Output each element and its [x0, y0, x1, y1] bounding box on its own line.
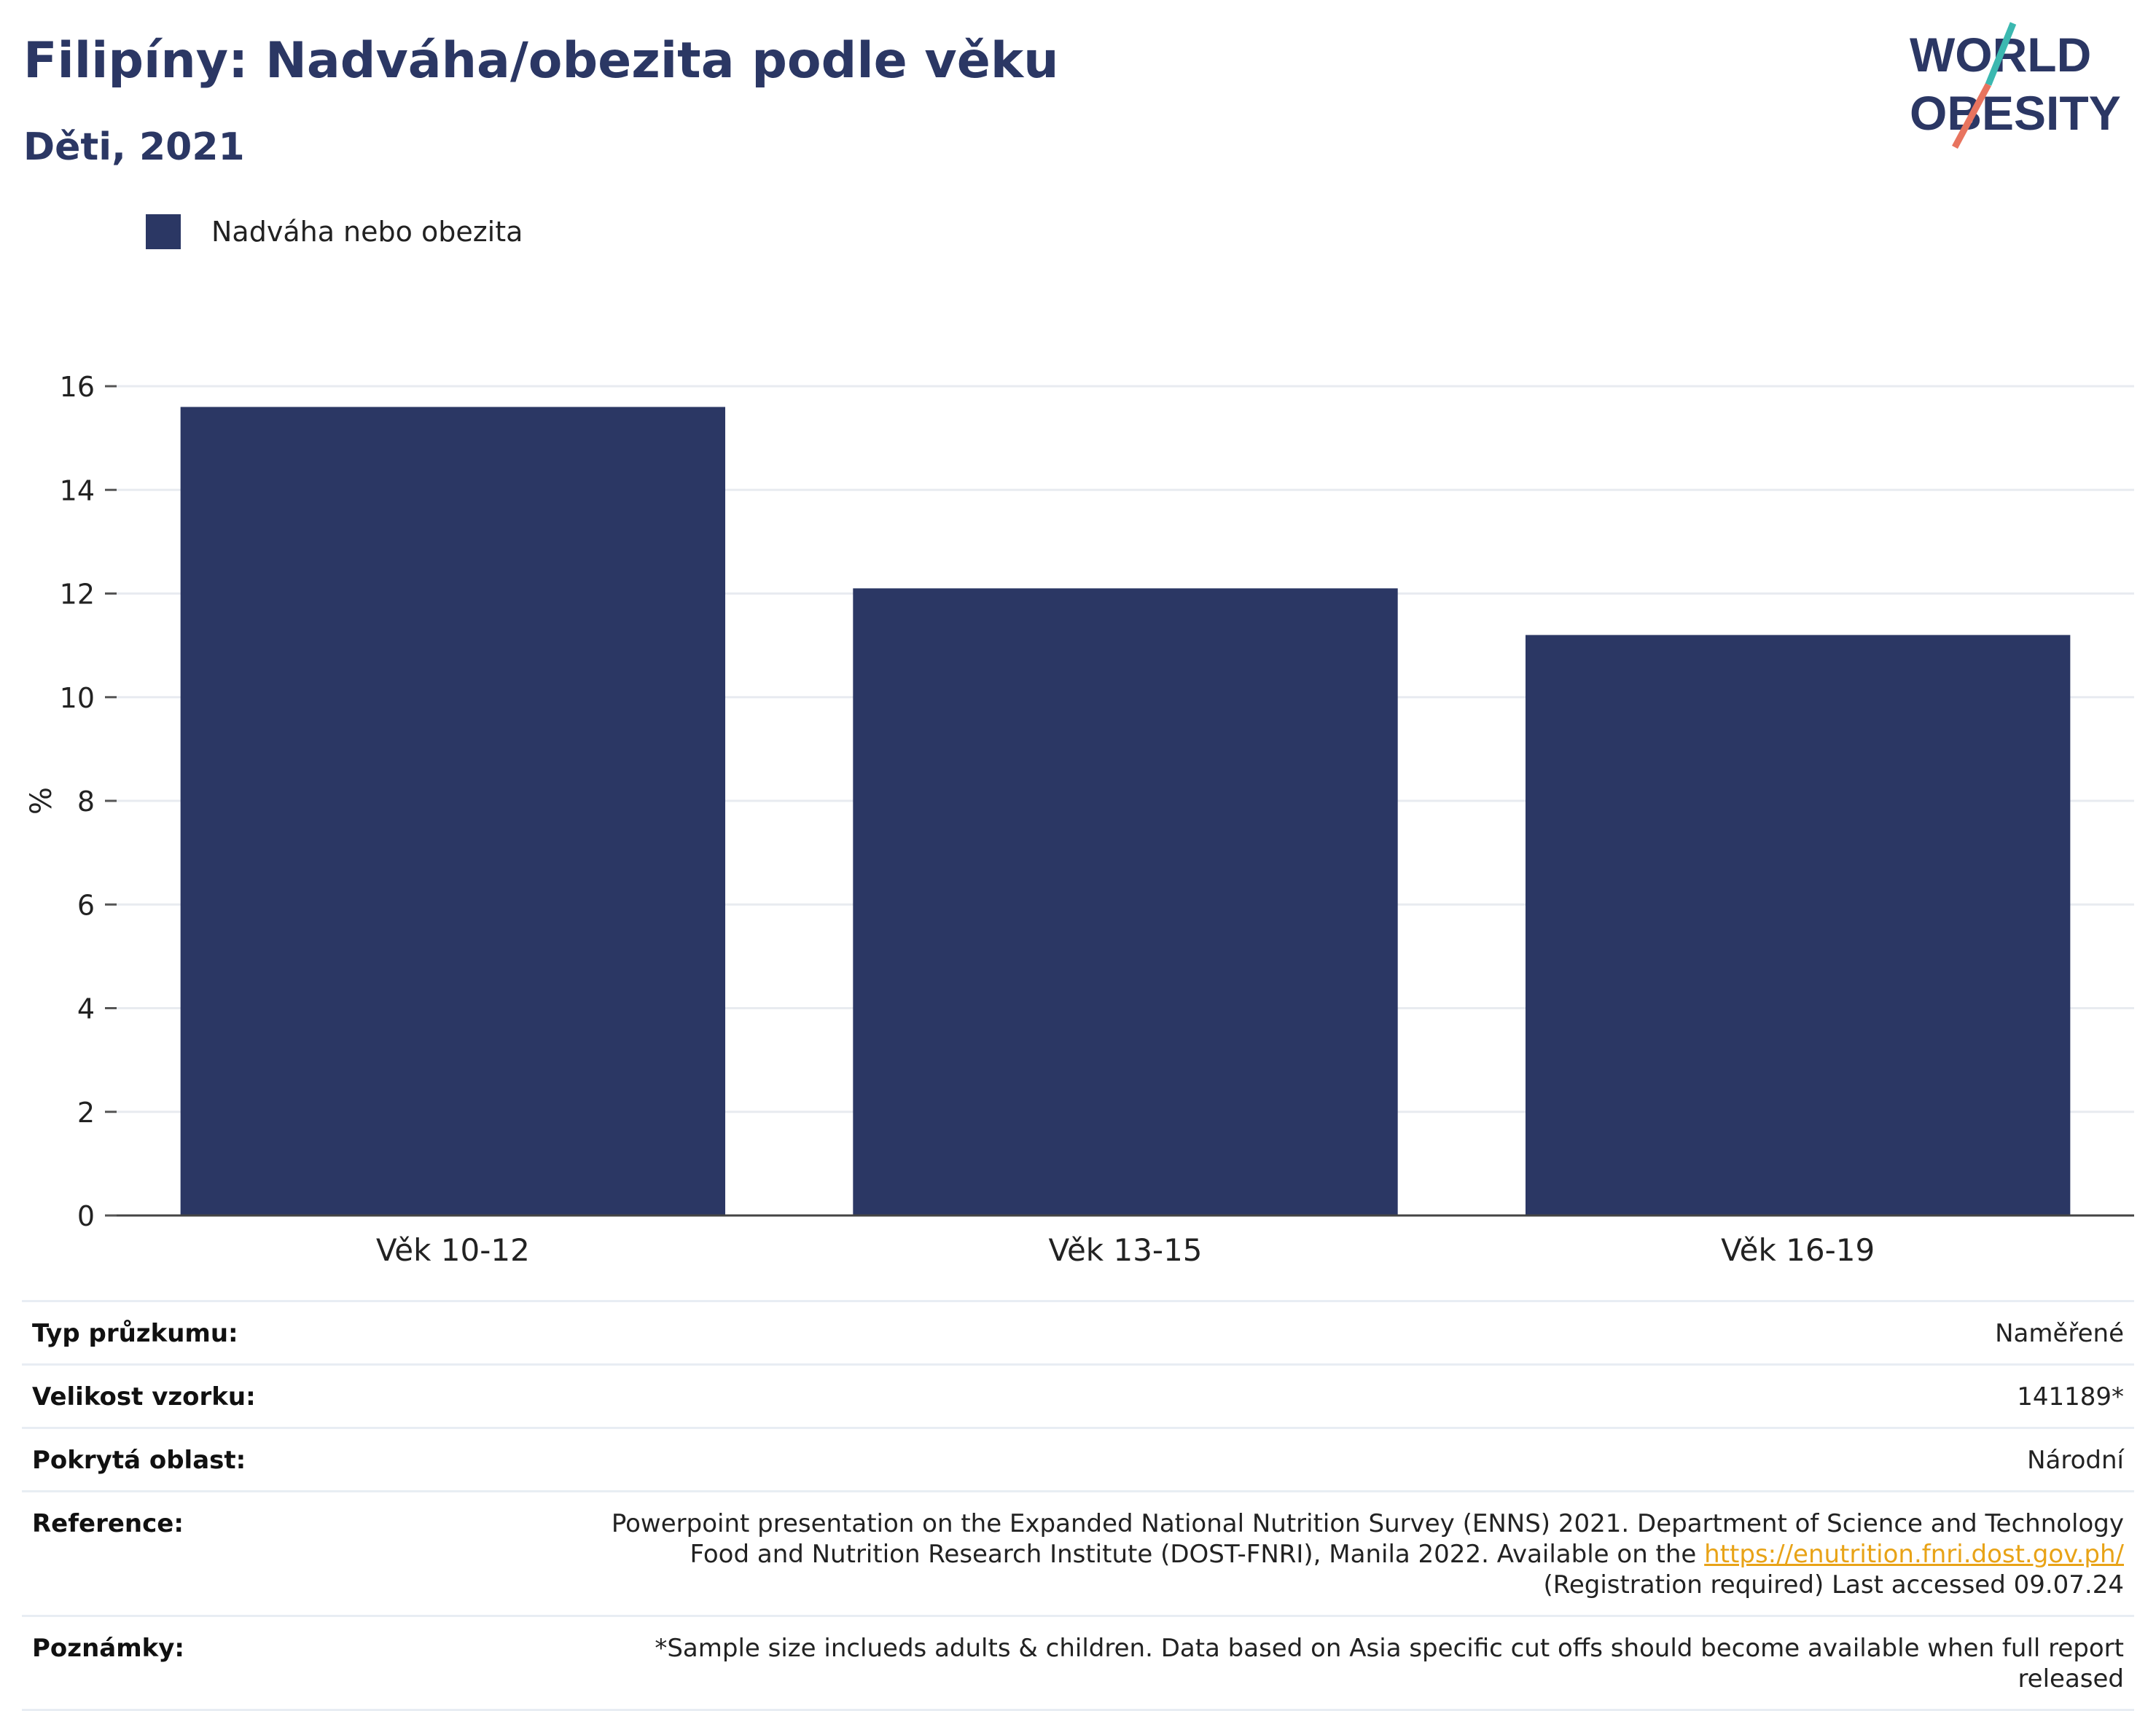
svg-text:OBESITY: OBESITY — [1910, 86, 2121, 140]
sample-size-value: 141189* — [552, 1363, 2134, 1428]
reference-label: Reference: — [22, 1490, 552, 1616]
legend-swatch — [146, 214, 181, 249]
reference-text-end: (Registration required) Last accessed 09… — [1543, 1570, 2124, 1600]
legend-label: Nadváha nebo obezita — [211, 216, 523, 248]
reference-text: Powerpoint presentation on the Expanded … — [611, 1509, 2124, 1569]
survey-type-value: Naměřené — [552, 1300, 2134, 1365]
y-tick-label: 10 — [60, 682, 95, 714]
notes-label: Poznámky: — [22, 1615, 552, 1711]
survey-info-table: Typ průzkumu: Naměřené Velikost vzorku: … — [22, 1300, 2134, 1711]
bar — [853, 588, 1398, 1215]
reference-link[interactable]: https://enutrition.fnri.dost.gov.ph/ — [1704, 1540, 2124, 1569]
page-title: Filipíny: Nadváha/obezita podle věku — [23, 32, 1059, 90]
y-tick-label: 4 — [77, 993, 95, 1025]
bar — [180, 407, 726, 1216]
chart-legend: Nadváha nebo obezita — [146, 214, 523, 249]
info-row-notes: Poznámky: *Sample size inclueds adults &… — [22, 1615, 2134, 1711]
x-tick-label: Věk 13-15 — [1048, 1232, 1202, 1268]
y-tick-label: 14 — [60, 474, 95, 506]
bar — [1525, 635, 2071, 1215]
coverage-label: Pokrytá oblast: — [22, 1427, 552, 1492]
info-row-coverage: Pokrytá oblast: Národní — [22, 1427, 2134, 1492]
info-row-reference: Reference: Powerpoint presentation on th… — [22, 1490, 2134, 1616]
notes-value: *Sample size inclueds adults & children.… — [552, 1615, 2134, 1711]
y-tick-label: 2 — [77, 1097, 95, 1129]
page-subtitle: Děti, 2021 — [23, 125, 245, 169]
y-tick-label: 16 — [60, 371, 95, 403]
info-row-sample-size: Velikost vzorku: 141189* — [22, 1363, 2134, 1428]
y-tick-label: 12 — [60, 579, 95, 611]
sample-size-label: Velikost vzorku: — [22, 1363, 552, 1428]
x-tick-label: Věk 10-12 — [376, 1232, 530, 1268]
coverage-value: Národní — [552, 1427, 2134, 1492]
y-axis-label: % — [25, 787, 58, 815]
y-tick-label: 8 — [77, 786, 95, 818]
reference-value: Powerpoint presentation on the Expanded … — [552, 1490, 2134, 1616]
survey-type-label: Typ průzkumu: — [22, 1300, 552, 1365]
info-row-survey-type: Typ průzkumu: Naměřené — [22, 1300, 2134, 1365]
world-obesity-logo: WORLD OBESITY — [1910, 22, 2121, 149]
bar-chart: 0 2 4 6 8 10 12 14 16% Věk 10-12 Věk 13-15 Věk 16-1… — [25, 371, 2134, 1268]
y-tick-label: 0 — [77, 1200, 95, 1232]
x-tick-label: Věk 16-19 — [1721, 1232, 1875, 1268]
y-tick-label: 6 — [77, 889, 95, 921]
